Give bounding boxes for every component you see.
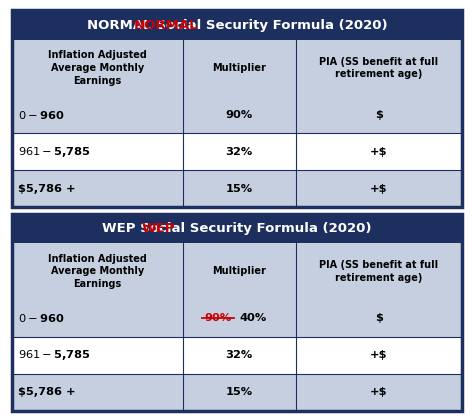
- Bar: [12, 214, 462, 411]
- Bar: [12, 300, 462, 336]
- Text: 15%: 15%: [226, 184, 253, 194]
- Text: Multiplier: Multiplier: [212, 266, 266, 276]
- Bar: [12, 214, 462, 411]
- Text: +$: +$: [370, 387, 388, 397]
- Text: $961 - $5,785: $961 - $5,785: [18, 348, 91, 362]
- Text: NORMAL: NORMAL: [134, 18, 198, 32]
- Text: $5,786 +: $5,786 +: [18, 184, 76, 194]
- Text: 32%: 32%: [226, 350, 253, 360]
- Text: $0 - $960: $0 - $960: [18, 312, 64, 324]
- Text: WEP: WEP: [142, 222, 175, 235]
- Text: +$: +$: [370, 147, 388, 157]
- Text: NORMAL Social Security Formula (2020): NORMAL Social Security Formula (2020): [87, 18, 387, 32]
- Text: PIA (SS benefit at full
retirement age): PIA (SS benefit at full retirement age): [319, 57, 438, 80]
- Bar: [12, 133, 462, 171]
- Text: $: $: [375, 110, 383, 120]
- Bar: [12, 10, 462, 207]
- Bar: [12, 171, 462, 207]
- Bar: [12, 336, 462, 374]
- Text: $0 - $960: $0 - $960: [18, 109, 64, 121]
- Bar: [12, 243, 462, 300]
- Text: 90%: 90%: [226, 110, 253, 120]
- Text: 32%: 32%: [226, 147, 253, 157]
- Text: Inflation Adjusted
Average Monthly
Earnings: Inflation Adjusted Average Monthly Earni…: [48, 50, 147, 86]
- Bar: [12, 96, 462, 133]
- Bar: [12, 40, 462, 96]
- Bar: [12, 214, 462, 243]
- Bar: [12, 10, 462, 40]
- Text: Multiplier: Multiplier: [212, 63, 266, 73]
- Text: 90%: 90%: [204, 313, 231, 323]
- Text: 40%: 40%: [240, 313, 267, 323]
- Text: WEP Social Security Formula (2020): WEP Social Security Formula (2020): [102, 222, 372, 235]
- Text: Inflation Adjusted
Average Monthly
Earnings: Inflation Adjusted Average Monthly Earni…: [48, 253, 147, 289]
- Text: $961 - $5,785: $961 - $5,785: [18, 145, 91, 159]
- Text: $5,786 +: $5,786 +: [18, 387, 76, 397]
- Text: +$: +$: [370, 184, 388, 194]
- Text: PIA (SS benefit at full
retirement age): PIA (SS benefit at full retirement age): [319, 260, 438, 283]
- Bar: [12, 374, 462, 411]
- Text: 15%: 15%: [226, 387, 253, 397]
- Bar: [12, 10, 462, 207]
- Text: $: $: [375, 313, 383, 323]
- Text: +$: +$: [370, 350, 388, 360]
